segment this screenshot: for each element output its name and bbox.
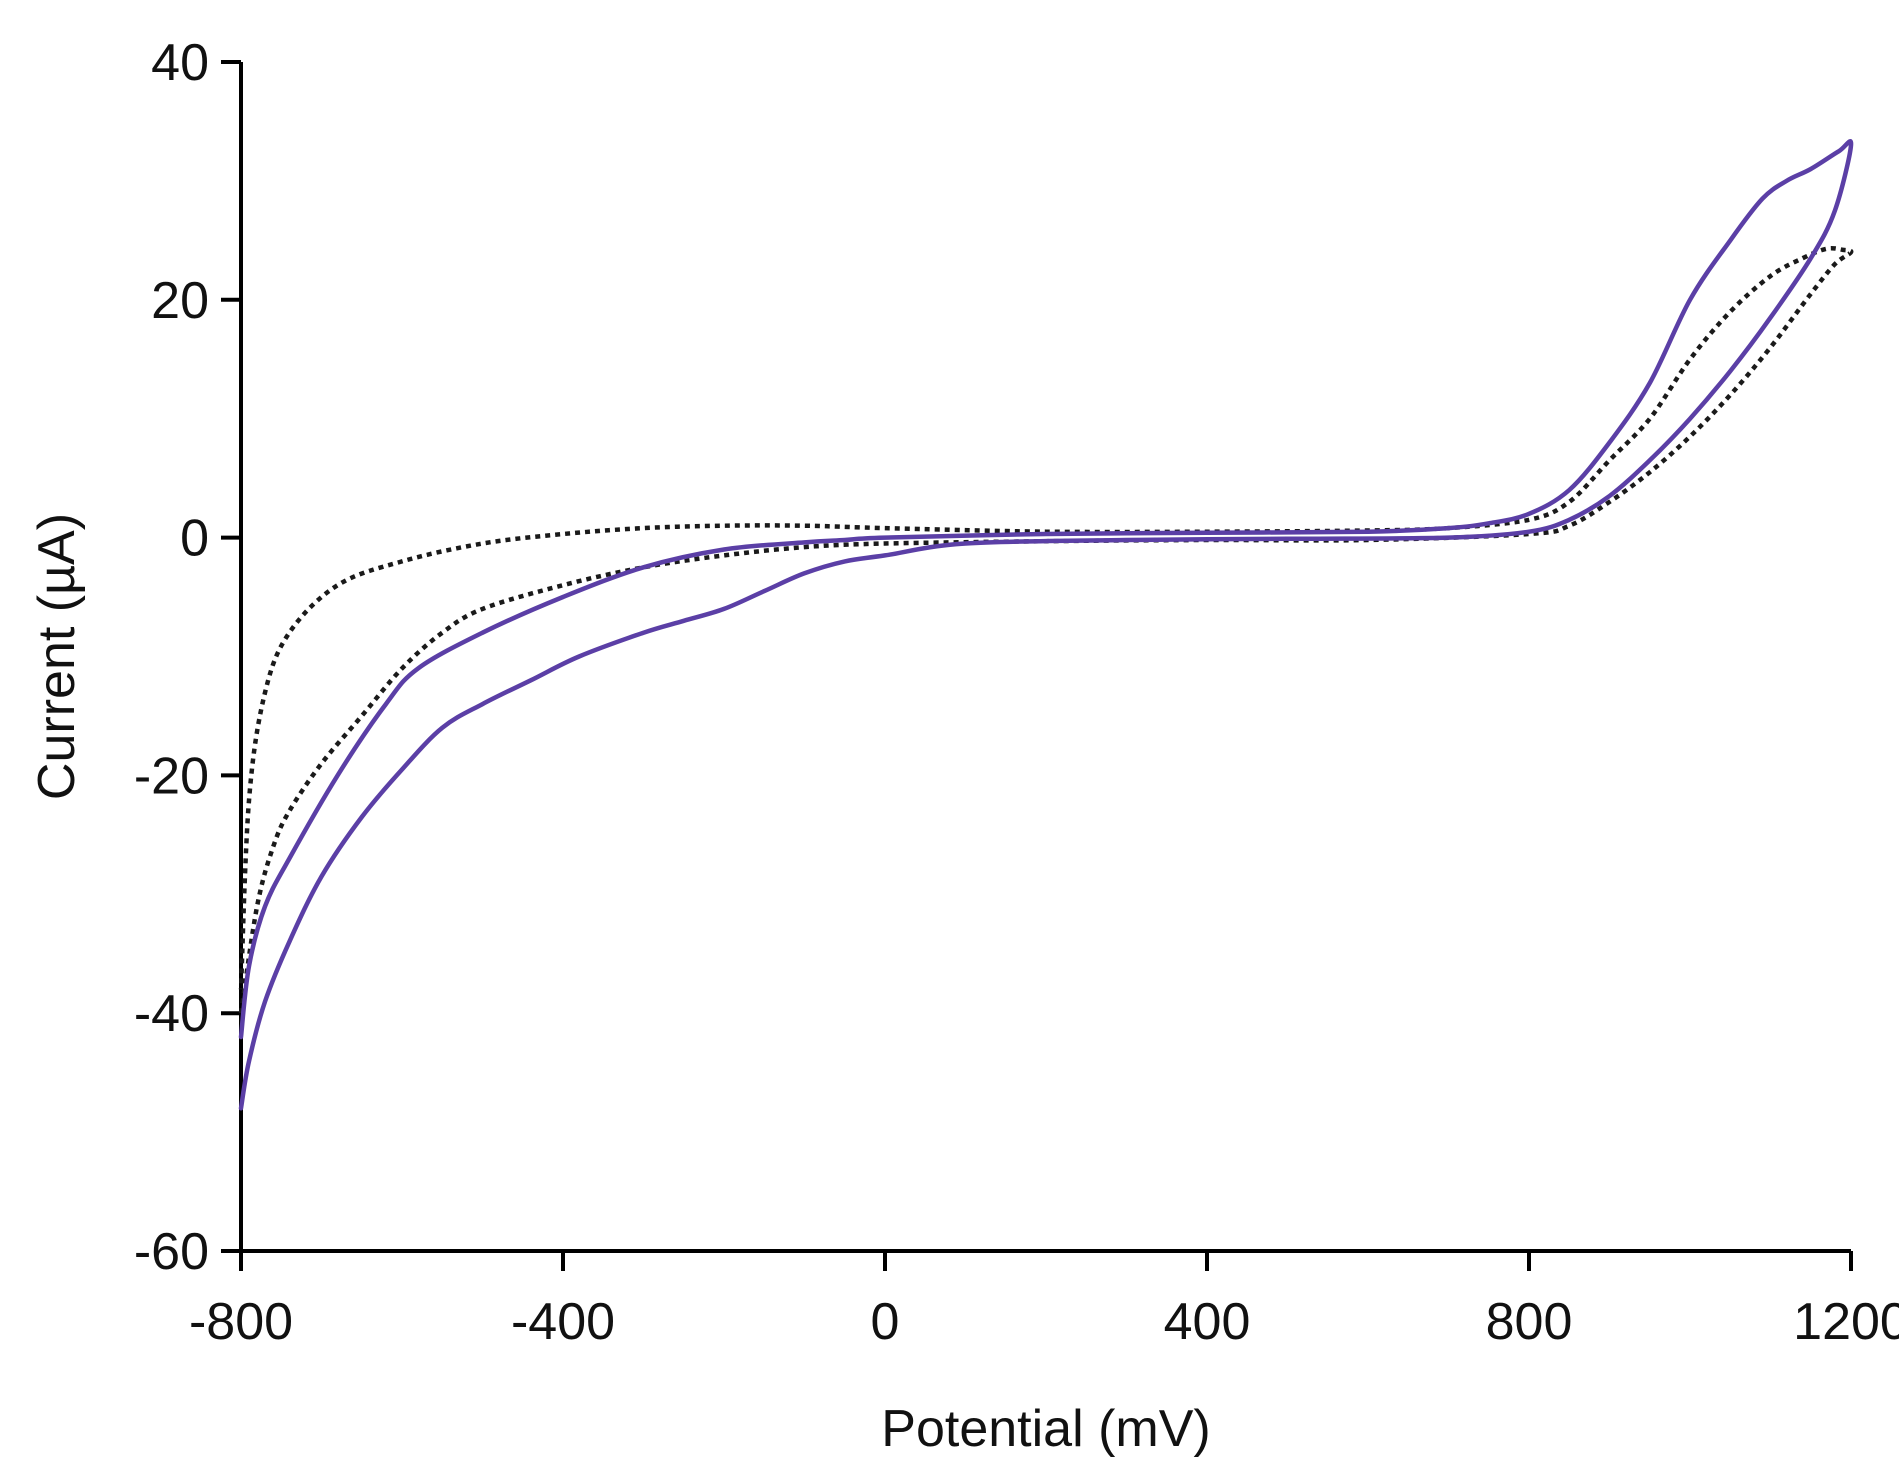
- y-tick-labels: -60 -40 -20 0 20 40: [134, 34, 209, 1281]
- y-tick-label: -20: [134, 747, 209, 805]
- series-line-dotted: [238, 245, 1854, 1014]
- x-tick-label: 400: [1164, 1293, 1251, 1351]
- x-ticks: [239, 1251, 1853, 1271]
- y-axis-title: Current (µA): [28, 513, 86, 800]
- y-tick-label: 0: [180, 510, 209, 568]
- y-tick-label: -60: [134, 1223, 209, 1281]
- x-tick-labels: -800 -400 0 400 800 1200: [189, 1293, 1899, 1351]
- y-tick-label: 20: [151, 272, 209, 330]
- series-line-solid: [238, 139, 1854, 1111]
- x-tick-label: 1200: [1793, 1293, 1899, 1351]
- x-tick-label: 800: [1486, 1293, 1573, 1351]
- x-tick-label: -800: [189, 1293, 293, 1351]
- y-tick-label: 40: [151, 34, 209, 92]
- x-tick-label: 0: [871, 1293, 900, 1351]
- y-ticks: [221, 60, 241, 1253]
- x-axis-title: Potential (mV): [881, 1400, 1210, 1458]
- x-tick-label: -400: [511, 1293, 615, 1351]
- y-tick-label: -40: [134, 985, 209, 1043]
- series-group: [238, 139, 1854, 1111]
